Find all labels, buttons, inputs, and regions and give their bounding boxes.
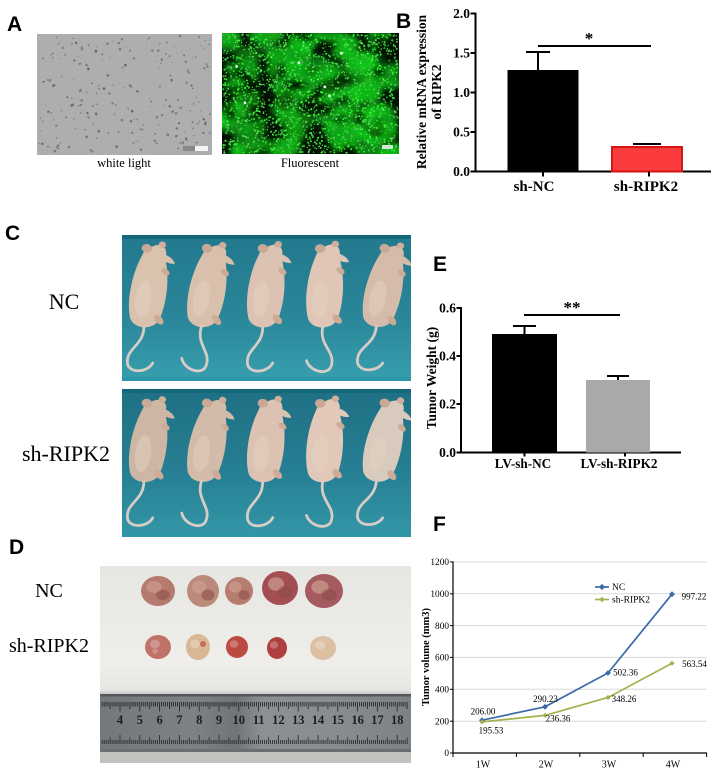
svg-text:17: 17 (371, 713, 384, 727)
svg-text:LV-sh-RIPK2: LV-sh-RIPK2 (581, 456, 658, 471)
svg-text:206.00: 206.00 (471, 707, 496, 717)
svg-text:502.36: 502.36 (613, 668, 638, 678)
svg-text:13: 13 (292, 713, 305, 727)
svg-text:**: ** (564, 298, 581, 317)
svg-text:0.0: 0.0 (453, 164, 470, 179)
svg-text:Tumor Weight (g): Tumor Weight (g) (424, 327, 439, 430)
svg-text:9: 9 (216, 713, 222, 727)
svg-text:LV-sh-NC: LV-sh-NC (495, 456, 551, 471)
svg-text:7: 7 (176, 713, 182, 727)
svg-text:15: 15 (332, 713, 345, 727)
svg-text:sh-RIPK2: sh-RIPK2 (612, 596, 650, 606)
svg-text:0.6: 0.6 (439, 301, 456, 316)
svg-text:sh-NC: sh-NC (514, 179, 555, 195)
svg-text:Tumor volume (mm3): Tumor volume (mm3) (421, 608, 432, 707)
svg-text:400: 400 (435, 686, 449, 696)
svg-text:14: 14 (312, 713, 325, 727)
svg-text:*: * (585, 29, 594, 48)
svg-text:2.0: 2.0 (453, 6, 470, 21)
svg-text:563.54: 563.54 (682, 659, 707, 669)
svg-text:2W: 2W (539, 760, 554, 771)
svg-text:0.5: 0.5 (453, 125, 470, 140)
svg-text:0.4: 0.4 (439, 349, 456, 364)
svg-text:195.53: 195.53 (479, 726, 504, 736)
svg-text:16: 16 (351, 713, 364, 727)
svg-text:11: 11 (253, 713, 265, 727)
svg-text:0: 0 (444, 749, 449, 759)
svg-text:290.23: 290.23 (533, 694, 558, 704)
svg-text:236.36: 236.36 (546, 714, 571, 724)
svg-text:348.26: 348.26 (612, 694, 637, 704)
svg-text:10: 10 (233, 713, 246, 727)
svg-text:1200: 1200 (430, 558, 449, 568)
svg-text:4W: 4W (666, 760, 681, 771)
svg-text:Relative mRNA expressionof RIP: Relative mRNA expressionof RIPK2 (414, 14, 444, 169)
svg-text:12: 12 (272, 713, 285, 727)
svg-text:sh-RIPK2: sh-RIPK2 (614, 179, 678, 195)
svg-text:200: 200 (435, 717, 449, 727)
svg-text:1.0: 1.0 (453, 85, 470, 100)
svg-text:4: 4 (117, 713, 124, 727)
svg-text:1.5: 1.5 (453, 46, 470, 61)
svg-text:NC: NC (612, 583, 625, 593)
svg-text:0.0: 0.0 (439, 445, 456, 460)
svg-text:8: 8 (196, 713, 202, 727)
svg-text:600: 600 (435, 654, 449, 664)
svg-text:6: 6 (156, 713, 162, 727)
svg-text:1W: 1W (476, 760, 491, 771)
svg-text:800: 800 (435, 622, 449, 632)
svg-text:997.22: 997.22 (682, 592, 707, 602)
svg-text:3W: 3W (602, 760, 617, 771)
svg-text:18: 18 (391, 713, 404, 727)
svg-text:0.2: 0.2 (439, 397, 456, 412)
svg-text:1000: 1000 (430, 590, 449, 600)
svg-text:5: 5 (137, 713, 143, 727)
